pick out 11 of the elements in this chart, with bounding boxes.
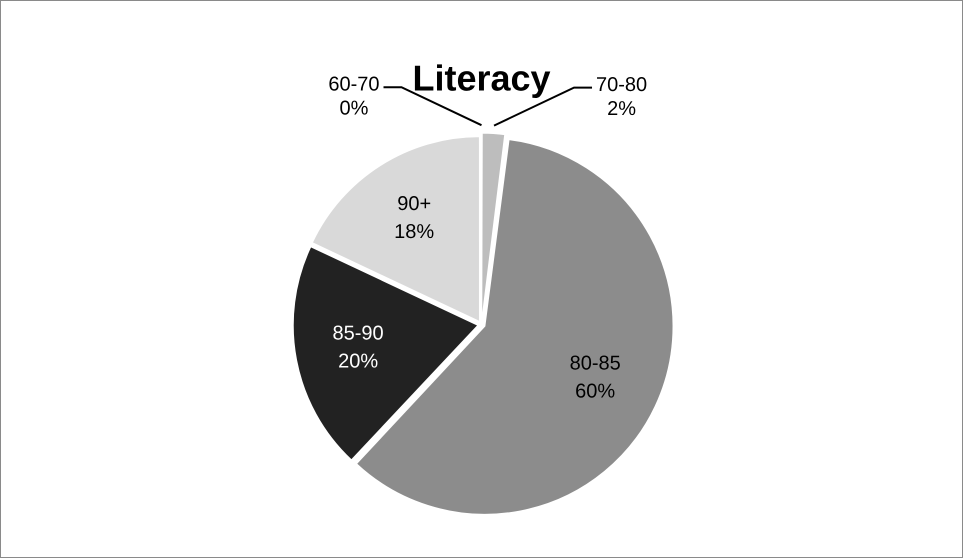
slice-label: 80-85 [570,352,621,375]
data-label: 60% [575,380,616,403]
data-label: 20% [338,350,378,373]
category-label: 60-70 [328,74,380,96]
chart-title: Literacy [412,58,551,99]
slice-label: 85-90 [332,322,384,345]
data-label: 18% [394,221,434,244]
data-label: 2% [607,98,636,120]
slice-label: 70-80 [596,74,648,96]
text: 0% [339,98,368,120]
slice-label: 90+ [397,193,432,216]
